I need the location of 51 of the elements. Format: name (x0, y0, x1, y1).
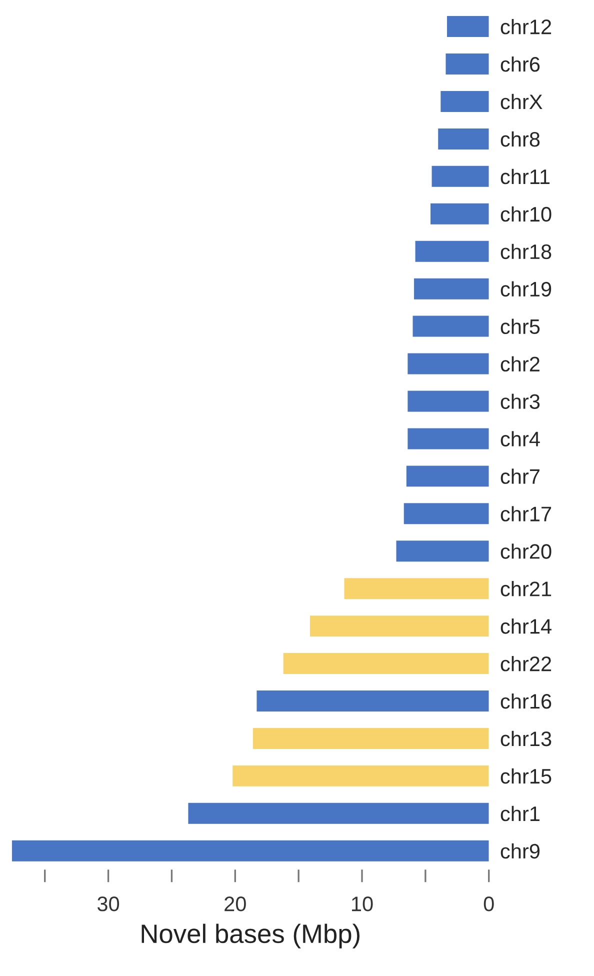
bar (415, 240, 489, 262)
y-tick-label: chr9 (500, 843, 540, 859)
bar (447, 16, 489, 38)
y-tick-label: chr4 (500, 431, 540, 446)
y-tick-label: chr18 (500, 244, 552, 260)
y-tick-label: chr12 (500, 18, 552, 34)
y-tick-label: chr21 (500, 581, 552, 596)
x-tick-label: 30 (98, 896, 120, 912)
y-tick-label: chr14 (500, 618, 552, 634)
x-tick-label: 10 (352, 896, 373, 912)
bar (408, 428, 489, 450)
bar (283, 653, 489, 674)
bar (408, 353, 489, 374)
bar (396, 540, 489, 562)
bar (12, 840, 489, 862)
y-tick-label: chr22 (500, 656, 552, 672)
y-tick-label: chr16 (500, 693, 552, 709)
bar (440, 90, 489, 112)
bar (310, 616, 489, 637)
bar (408, 390, 489, 412)
bar (438, 128, 489, 150)
bar (432, 166, 489, 187)
bar (232, 765, 489, 786)
y-tick-label: chr15 (500, 768, 552, 784)
y-tick-label: chr19 (500, 281, 552, 297)
bar (256, 690, 489, 712)
bar (414, 278, 489, 300)
bar (406, 466, 489, 487)
x-tick-label: 0 (484, 896, 494, 912)
y-tick-label: chr17 (500, 506, 552, 522)
y-tick-label: chrX (500, 94, 542, 110)
y-tick-label: chr6 (500, 56, 540, 72)
bar (404, 503, 489, 524)
y-tick-label: chr8 (500, 131, 540, 147)
y-tick-label: chr11 (500, 168, 550, 184)
y-tick-label: chr5 (500, 318, 540, 334)
x-tick-label: 20 (224, 896, 246, 912)
bar (252, 728, 489, 749)
bar (430, 203, 489, 224)
y-tick-label: chr20 (500, 544, 552, 559)
bar (188, 802, 489, 824)
bar (344, 578, 489, 600)
x-axis-title: Novel bases (Mbp) (142, 924, 360, 948)
y-tick-label: chr2 (500, 356, 540, 372)
y-tick-label: chr3 (500, 394, 540, 409)
y-tick-label: chr10 (500, 206, 552, 222)
y-tick-label: chr13 (500, 730, 552, 746)
y-tick-label: chr7 (500, 468, 540, 484)
y-tick-label: chr1 (500, 806, 540, 822)
bar (412, 316, 489, 337)
bar (446, 54, 489, 75)
